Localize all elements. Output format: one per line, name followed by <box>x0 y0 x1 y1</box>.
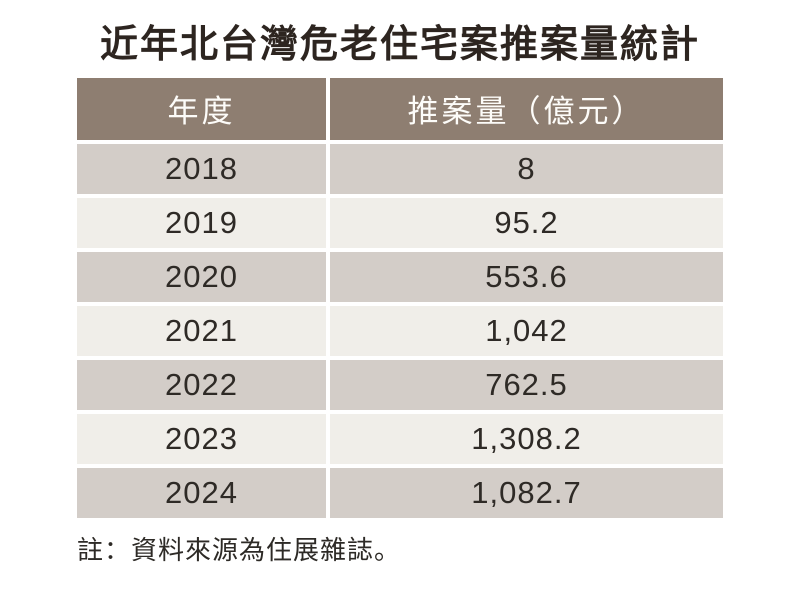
value-cell: 1,308.2 <box>330 413 723 464</box>
value-cell: 1,042 <box>330 305 723 356</box>
year-cell: 2023 <box>77 413 326 464</box>
year-cell: 2018 <box>77 143 326 194</box>
value-cell: 762.5 <box>330 359 723 410</box>
data-table: 年度 推案量（億元） 2018 8 2019 95.2 2020 553.6 2021 1,0… <box>77 77 723 518</box>
year-cell: 2022 <box>77 359 326 410</box>
value-cell: 8 <box>330 143 723 194</box>
value-cell: 1,082.7 <box>330 467 723 518</box>
year-cell: 2019 <box>77 197 326 248</box>
header-cell-year: 年度 <box>77 77 326 140</box>
source-note: 註：資料來源為住展雜誌。 <box>77 534 402 565</box>
year-cell: 2024 <box>77 467 326 518</box>
year-cell: 2021 <box>77 305 326 356</box>
page-title: 近年北台灣危老住宅案推案量統計 <box>99 24 700 66</box>
value-cell: 95.2 <box>330 197 723 248</box>
value-cell: 553.6 <box>330 251 723 302</box>
year-cell: 2020 <box>77 251 326 302</box>
header-cell-volume: 推案量（億元） <box>330 77 723 140</box>
